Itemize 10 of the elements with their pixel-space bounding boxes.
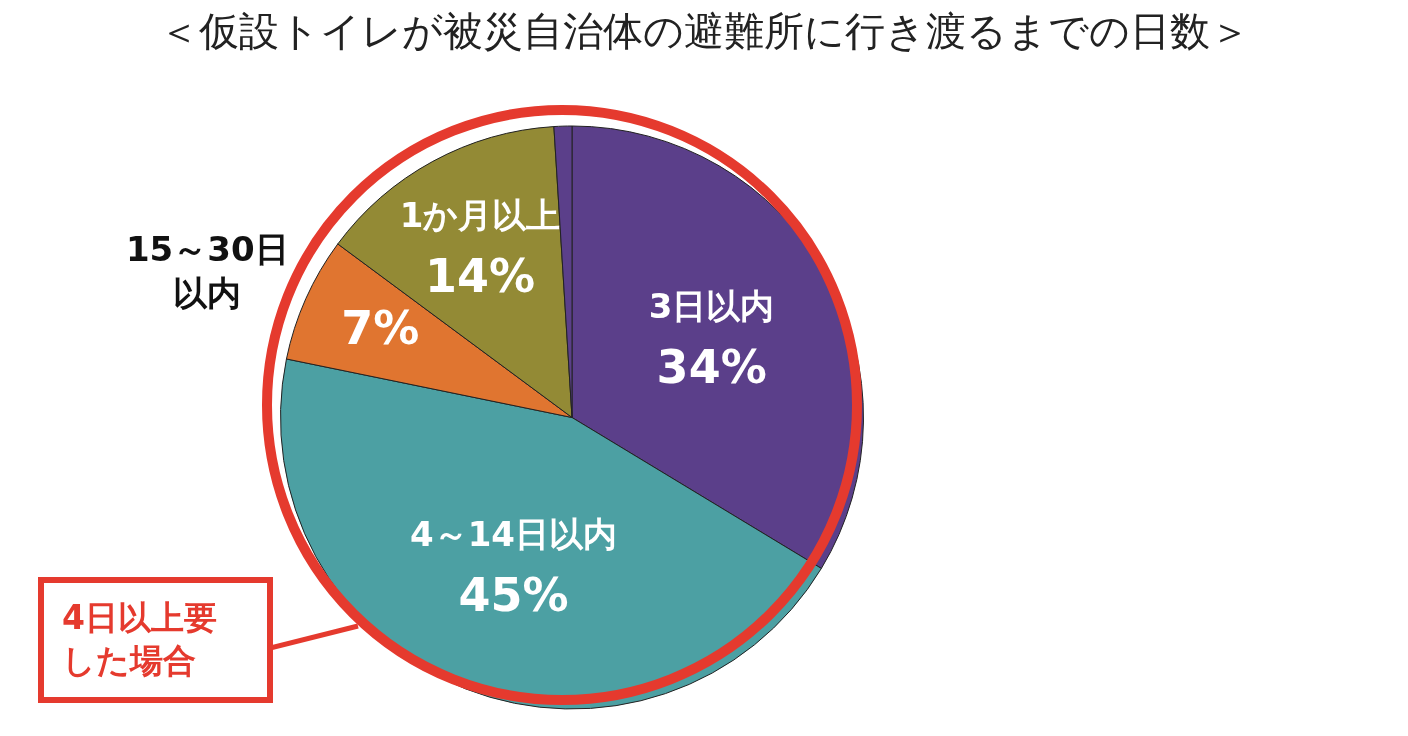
slice-label: 4～14日以内 bbox=[410, 513, 618, 554]
text: 4日以上要した場合 bbox=[38, 577, 273, 703]
slice-label: 1か月以上 bbox=[399, 195, 561, 236]
data-label: 14% bbox=[425, 249, 536, 304]
slice-label: 3日以内 bbox=[648, 285, 775, 326]
data-label: 34% bbox=[656, 339, 767, 394]
data-label: 45% bbox=[458, 567, 569, 622]
chart-title: ＜仮設トイレが被災自治体の避難所に行き渡るまでの日数＞ bbox=[157, 7, 1251, 56]
data-label: 7% bbox=[341, 300, 420, 355]
slice-label: 15～30日以内 bbox=[125, 229, 289, 314]
